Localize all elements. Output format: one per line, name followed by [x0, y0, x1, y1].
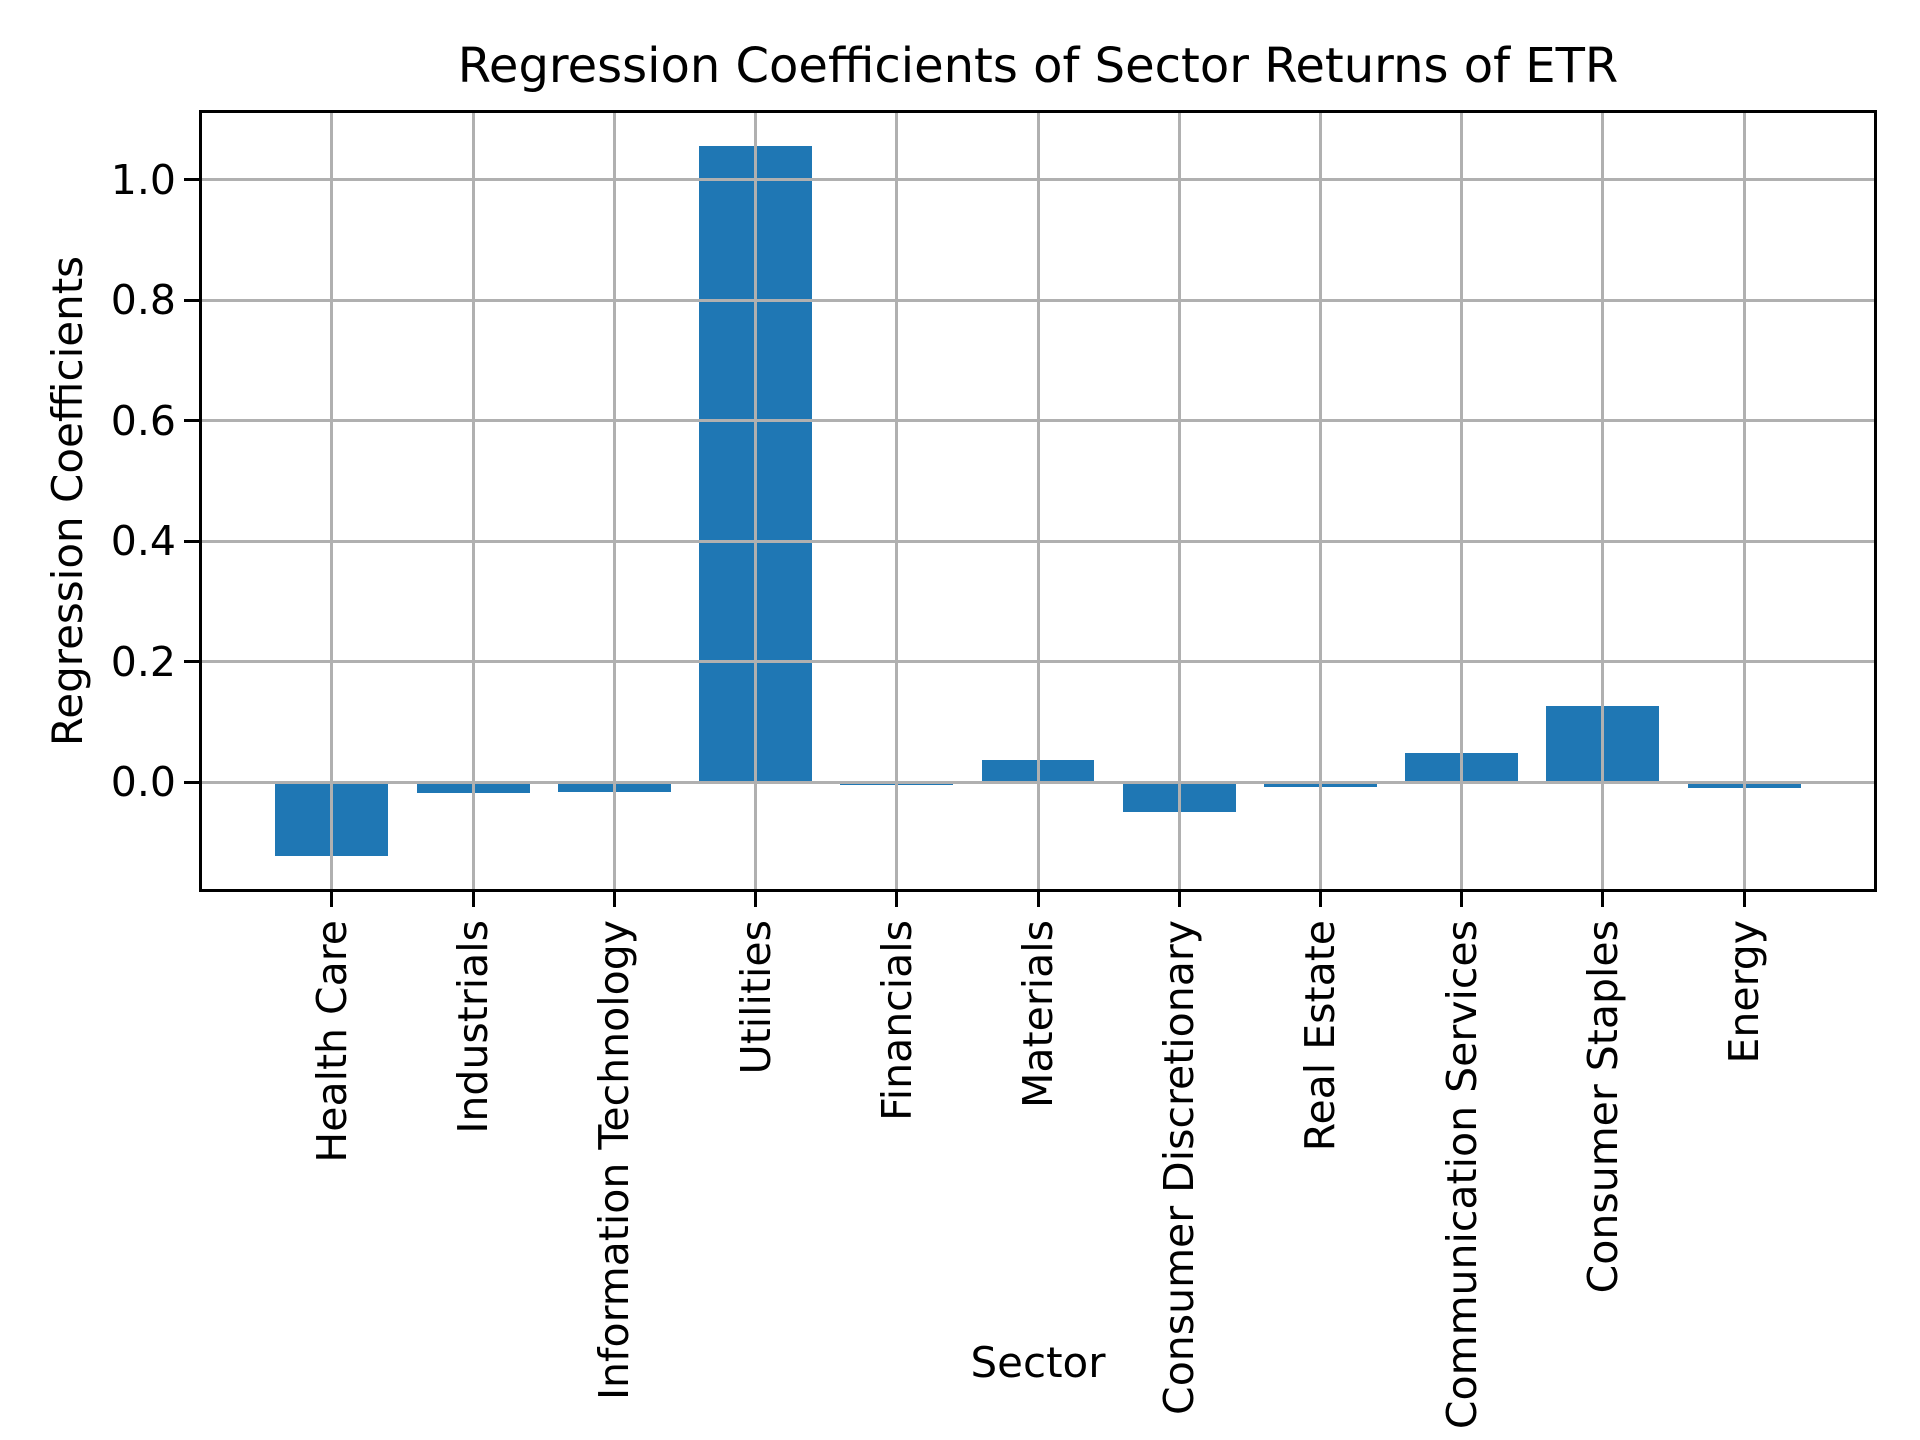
x-axis-tick [1318, 892, 1322, 907]
y-axis-tick [184, 298, 199, 302]
y-tick-label: 0.2 [110, 637, 176, 686]
x-axis-tick [1742, 892, 1746, 907]
vertical-gridline [1601, 110, 1605, 892]
y-axis-tick [184, 660, 199, 664]
x-axis-tick [1177, 892, 1181, 907]
y-axis-tick [184, 539, 199, 543]
x-axis-label: Sector [970, 1338, 1106, 1387]
y-tick-label: 1.0 [110, 155, 176, 204]
vertical-gridline [1177, 110, 1181, 892]
vertical-gridline [471, 110, 475, 892]
vertical-gridline [612, 110, 616, 892]
x-tick-label: Information Technology [590, 920, 639, 1401]
x-axis-tick [1601, 892, 1605, 907]
y-tick-label: 0.4 [110, 517, 176, 566]
vertical-gridline [1742, 110, 1746, 892]
y-axis-tick [184, 178, 199, 182]
y-tick-label: 0.6 [110, 396, 176, 445]
x-axis-tick [330, 892, 334, 907]
x-tick-label: Health Care [307, 920, 356, 1163]
vertical-gridline [895, 110, 899, 892]
y-tick-label: 0.0 [110, 758, 176, 807]
y-tick-label: 0.8 [110, 276, 176, 325]
x-tick-label: Financials [872, 920, 921, 1121]
x-tick-label: Utilities [731, 920, 780, 1075]
x-axis-tick [754, 892, 757, 907]
vertical-gridline [1460, 110, 1464, 892]
x-axis-tick [1460, 892, 1464, 907]
x-tick-label: Consumer Discretionary [1155, 920, 1204, 1415]
x-tick-label: Energy [1720, 920, 1769, 1064]
x-tick-label: Real Estate [1296, 920, 1345, 1152]
x-tick-label: Consumer Staples [1578, 920, 1627, 1294]
vertical-gridline [330, 110, 334, 892]
y-axis-tick [184, 780, 199, 784]
chart-title: Regression Coefficients of Sector Return… [457, 38, 1619, 94]
x-axis-tick [471, 892, 475, 907]
x-tick-label: Industrials [449, 920, 498, 1134]
x-axis-tick [612, 892, 616, 907]
x-axis-tick [895, 892, 899, 907]
x-tick-label: Communication Services [1437, 920, 1486, 1430]
vertical-gridline [754, 110, 757, 892]
x-axis-tick [1036, 892, 1040, 907]
vertical-gridline [1318, 110, 1322, 892]
x-tick-label: Materials [1014, 920, 1062, 1108]
y-axis-tick [184, 419, 199, 423]
vertical-gridline [1036, 110, 1040, 892]
